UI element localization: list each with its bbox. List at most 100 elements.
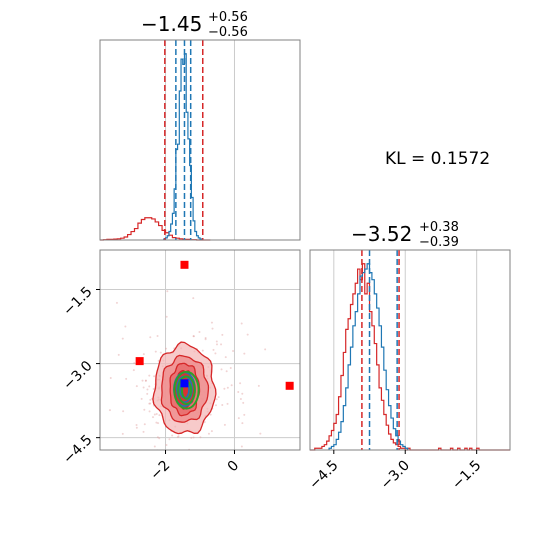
- scatter-point: [149, 402, 152, 405]
- scatter-point: [240, 459, 242, 461]
- marginal-param2-panel: −4.5 −3.0 −1.5 −3.52 +0.38 −0.39: [306, 220, 511, 493]
- scatter-point: [177, 435, 180, 438]
- scatter-point: [148, 385, 151, 388]
- scatter-point: [135, 424, 138, 427]
- scatter-point: [142, 430, 145, 433]
- scatter-point: [221, 403, 224, 406]
- scatter-point: [146, 392, 149, 395]
- scatter-point: [155, 421, 158, 424]
- scatter-point: [229, 367, 232, 370]
- scatter-point: [148, 374, 151, 377]
- scatter-point: [153, 445, 156, 448]
- scatter-point: [143, 423, 146, 426]
- x-tick-label: −2: [147, 458, 173, 484]
- scatter-point: [239, 382, 242, 385]
- scatter-point: [264, 348, 267, 351]
- scatter-point: [122, 410, 125, 413]
- scatter-point: [212, 348, 215, 351]
- kl-annotation: KL = 0.1572: [385, 149, 490, 169]
- scatter-point: [133, 362, 136, 365]
- scatter-point: [239, 397, 242, 400]
- scatter-point: [158, 437, 161, 440]
- scatter-point: [152, 388, 155, 391]
- scatter-point: [243, 413, 246, 416]
- marginal-param1-panel: −1.45 +0.56 −0.56: [99, 10, 301, 241]
- scatter-point: [142, 353, 145, 356]
- scatter-point: [148, 402, 151, 405]
- scatter-point: [192, 297, 195, 300]
- scatter-point: [157, 422, 160, 425]
- scatter-point: [204, 336, 207, 339]
- scatter-point: [143, 408, 146, 411]
- scatter-point: [211, 327, 214, 330]
- scatter-point: [115, 301, 118, 304]
- param1-title-main: −1.45: [141, 12, 202, 36]
- scatter-point: [198, 330, 201, 333]
- scatter-point: [210, 321, 213, 324]
- scatter-point: [148, 410, 151, 413]
- scatter-point: [240, 322, 243, 325]
- scatter-point: [232, 349, 235, 352]
- scatter-point: [154, 350, 157, 353]
- scatter-point: [149, 336, 152, 339]
- scatter-point: [220, 368, 223, 371]
- scatter-point: [209, 413, 212, 416]
- param2-title-main: −3.52: [351, 222, 412, 246]
- blue-histogram: [163, 53, 203, 240]
- scatter-point: [241, 392, 244, 395]
- scatter-point: [205, 459, 207, 461]
- y-tick-label: −1.5: [60, 284, 95, 319]
- scatter-point: [135, 426, 138, 429]
- scatter-point: [237, 417, 240, 420]
- scatter-point: [226, 402, 229, 405]
- scatter-point: [140, 397, 143, 400]
- scatter-point: [144, 379, 147, 382]
- scatter-point: [201, 349, 204, 352]
- scatter-point: [149, 398, 152, 401]
- scatter-point: [214, 404, 217, 407]
- scatter-point: [240, 445, 243, 448]
- blue-histogram: [328, 263, 409, 450]
- scatter-point: [230, 384, 233, 387]
- scatter-point: [165, 444, 168, 447]
- scatter-point: [192, 335, 195, 338]
- scatter-point: [144, 379, 147, 382]
- param2-title-sub: −0.39: [419, 235, 459, 250]
- scatter-point: [153, 375, 156, 378]
- scatter-point: [156, 436, 159, 439]
- scatter-point: [166, 290, 169, 293]
- scatter-point: [117, 353, 120, 356]
- green-contour: [177, 375, 196, 406]
- scatter-point: [217, 396, 220, 399]
- scatter-point: [124, 325, 127, 328]
- scatter-point: [165, 347, 168, 350]
- blue-square-marker: [180, 379, 189, 388]
- scatter-point: [207, 432, 210, 435]
- scatter-point: [214, 352, 217, 355]
- x-tick-label: 0: [225, 458, 243, 476]
- scatter-point: [153, 413, 156, 416]
- scatter-point: [95, 492, 97, 494]
- green-contour: [173, 370, 200, 410]
- scatter-point: [108, 409, 111, 412]
- x-tick-label: −1.5: [449, 458, 484, 493]
- scatter-point: [224, 356, 227, 359]
- scatter-point: [146, 388, 149, 391]
- scatter-point: [225, 370, 228, 373]
- joint-panel: −4.5 −3.0 −1.5 −2 0: [60, 249, 301, 494]
- scatter-point: [259, 432, 262, 435]
- scatter-point: [176, 436, 179, 439]
- scatter-point: [246, 333, 249, 336]
- scatter-point: [121, 432, 124, 435]
- x-tick-label: −4.5: [306, 458, 341, 493]
- red-square-marker: [180, 260, 189, 269]
- scatter-point: [199, 436, 202, 439]
- scatter-point: [135, 385, 138, 388]
- scatter-point: [215, 398, 218, 401]
- scatter-point: [121, 337, 124, 340]
- param1-title-sup: +0.56: [208, 10, 248, 25]
- scatter-point: [237, 390, 240, 393]
- y-tick-label: −3.0: [60, 358, 95, 393]
- param1-title-sub: −0.56: [208, 25, 248, 40]
